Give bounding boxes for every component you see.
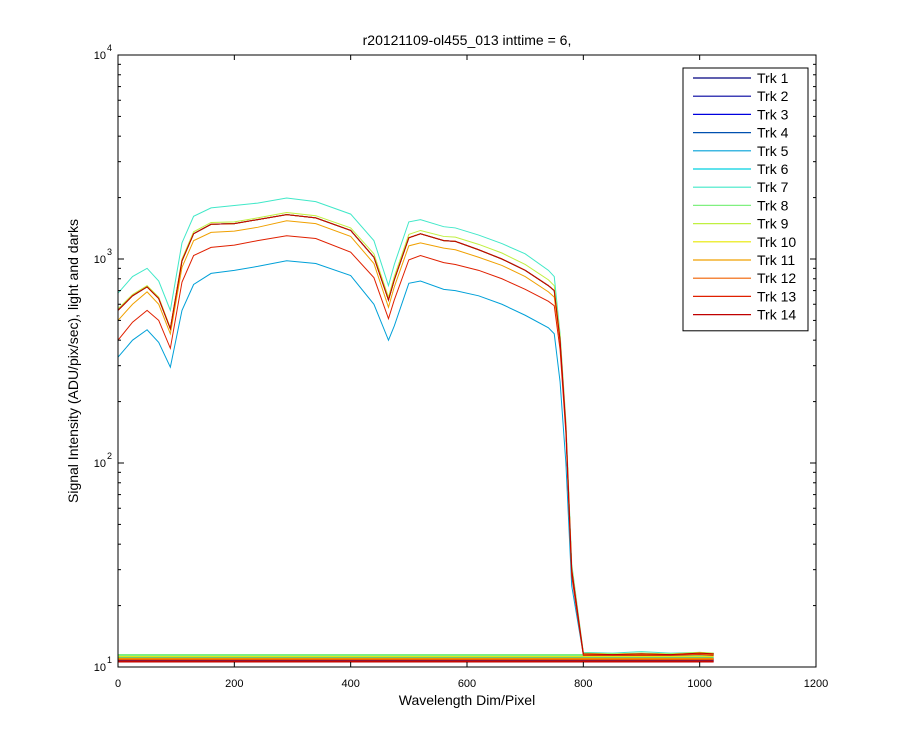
- x-tick-label: 0: [115, 678, 121, 690]
- x-tick-label: 400: [341, 678, 359, 690]
- y-tick-exponent: 1: [107, 655, 112, 665]
- plot-frame: [117, 54, 817, 668]
- series-line-trk-14: [117, 214, 714, 656]
- x-tick-label: 1000: [687, 678, 711, 690]
- legend-label: Trk 14: [757, 307, 796, 323]
- series-layer: [117, 197, 714, 663]
- y-axis-label: Signal Intensity (ADU/pix/sec), light an…: [65, 219, 81, 503]
- series-line-trk-5: [117, 260, 714, 656]
- y-tick-label: 10: [94, 662, 106, 674]
- x-tick-label: 600: [458, 678, 476, 690]
- series-line-trk-13: [117, 235, 714, 656]
- legend-label: Trk 13: [757, 288, 796, 304]
- chart-title: r20121109-ol455_013 inttime = 6,: [363, 32, 572, 48]
- x-tick-label: 1200: [804, 678, 828, 690]
- y-tick-label: 10: [94, 458, 106, 470]
- legend-label: Trk 9: [757, 216, 789, 232]
- y-tick-label: 10: [94, 254, 106, 266]
- legend-label: Trk 10: [757, 234, 796, 250]
- legend-label: Trk 7: [757, 179, 789, 195]
- legend-label: Trk 1: [757, 70, 789, 86]
- legend-label: Trk 12: [757, 270, 796, 286]
- legend-label: Trk 11: [757, 252, 795, 268]
- legend-label: Trk 2: [757, 88, 789, 104]
- legend-label: Trk 6: [757, 161, 789, 177]
- x-tick-label: 200: [225, 678, 243, 690]
- y-tick-exponent: 2: [107, 451, 112, 461]
- legend-box: [682, 67, 809, 332]
- y-tick-label: 10: [94, 50, 106, 62]
- legend: Trk 1 Trk 2 Trk 3 Trk 4 Trk 5 Trk 6 Trk 7 Trk 8…: [682, 67, 809, 332]
- legend-label: Trk 4: [757, 125, 789, 141]
- y-tick-exponent: 4: [107, 43, 112, 53]
- x-tick-label: 800: [574, 678, 592, 690]
- legend-label: Trk 8: [757, 197, 789, 213]
- y-tick-exponent: 3: [107, 247, 112, 257]
- x-axis-label: Wavelength Dim/Pixel: [399, 692, 535, 708]
- legend-label: Trk 3: [757, 106, 789, 122]
- legend-label: Trk 5: [757, 143, 789, 159]
